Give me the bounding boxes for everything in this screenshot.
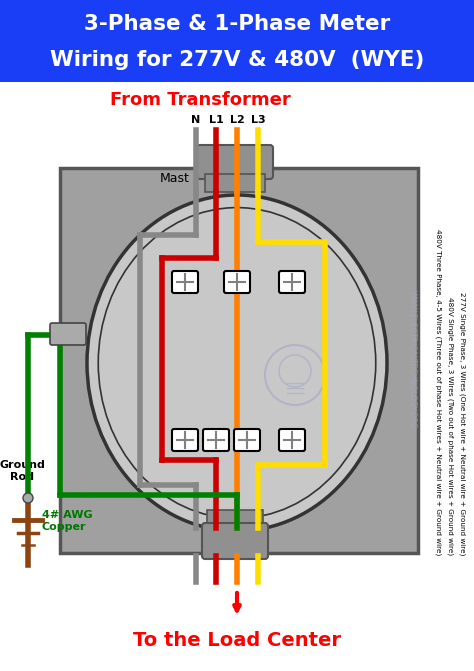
FancyBboxPatch shape	[279, 271, 305, 293]
Text: N: N	[191, 115, 201, 125]
Text: L3: L3	[251, 115, 265, 125]
FancyBboxPatch shape	[202, 523, 268, 559]
Text: To the Load Center: To the Load Center	[133, 631, 341, 650]
FancyBboxPatch shape	[224, 271, 250, 293]
Text: WWW.ELECTRICALTECHNOLOGY.ORG: WWW.ELECTRICALTECHNOLOGY.ORG	[408, 291, 417, 429]
Text: 3-Phase & 1-Phase Meter: 3-Phase & 1-Phase Meter	[84, 14, 390, 34]
FancyBboxPatch shape	[279, 429, 305, 451]
Text: Ground
Rod: Ground Rod	[0, 460, 45, 482]
Text: 480V Single Phase, 3 Wires (Two out of phase Hot wires + Ground wire): 480V Single Phase, 3 Wires (Two out of p…	[447, 297, 453, 555]
FancyBboxPatch shape	[197, 145, 273, 179]
Circle shape	[23, 493, 33, 503]
Ellipse shape	[87, 195, 387, 531]
FancyBboxPatch shape	[207, 510, 263, 528]
Text: Wiring for 277V & 480V  (WYE): Wiring for 277V & 480V (WYE)	[50, 50, 424, 70]
FancyBboxPatch shape	[203, 429, 229, 451]
FancyBboxPatch shape	[234, 429, 260, 451]
Text: Mast: Mast	[160, 172, 190, 185]
FancyBboxPatch shape	[0, 0, 474, 82]
Text: 480V Three Phase, 4-5 Wires (Three out of phase Hot wires + Neutral wire + Groun: 480V Three Phase, 4-5 Wires (Three out o…	[435, 229, 441, 555]
FancyBboxPatch shape	[205, 174, 265, 192]
FancyBboxPatch shape	[60, 168, 418, 553]
FancyBboxPatch shape	[172, 271, 198, 293]
FancyBboxPatch shape	[172, 429, 198, 451]
FancyBboxPatch shape	[50, 323, 86, 345]
Text: From Transformer: From Transformer	[109, 91, 291, 109]
Text: L2: L2	[229, 115, 245, 125]
Text: 4# AWG
Copper: 4# AWG Copper	[42, 510, 92, 531]
Text: 277V Single Phase, 3 Wires (One Hot wire + Neutral wire + Ground wire): 277V Single Phase, 3 Wires (One Hot wire…	[459, 292, 465, 555]
Text: L1: L1	[209, 115, 223, 125]
